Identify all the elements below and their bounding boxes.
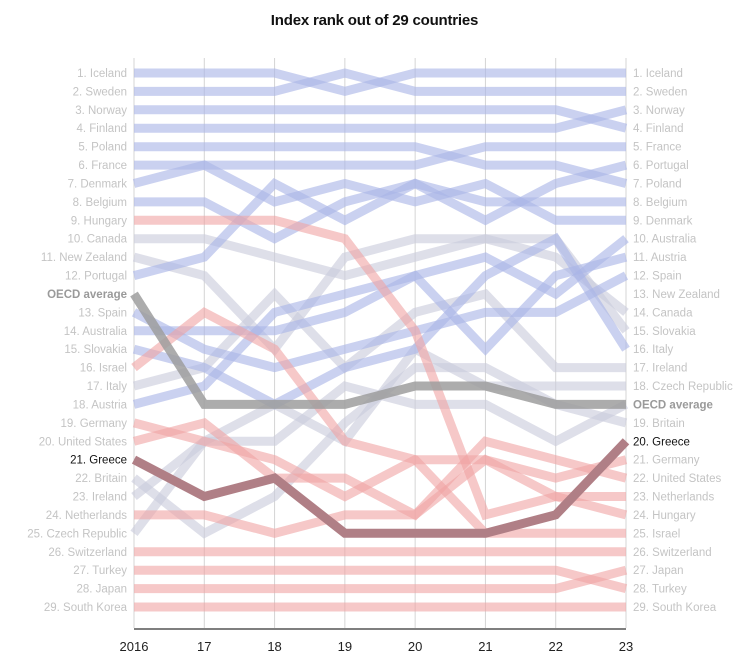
x-axis: 2016 17 18 19 20 21 22 23 [120, 628, 633, 654]
right-label-19-britain: 19. Britain [633, 418, 685, 430]
series-line-united-states[interactable] [132, 417, 628, 521]
left-label-19-germany: 19. Germany [61, 418, 128, 430]
chart-title: Index rank out of 29 countries [270, 12, 479, 29]
left-label-16-israel: 16. Israel [80, 363, 127, 375]
left-label-18-austria: 18. Austria [73, 399, 128, 411]
left-label-28-japan: 28. Japan [76, 584, 127, 596]
series-line-spain[interactable] [131, 271, 629, 373]
right-label-10-australia: 10. Australia [633, 234, 697, 246]
right-label-26-switzerland: 26. Switzerland [633, 547, 712, 559]
right-label-28-turkey: 28. Turkey [633, 584, 687, 596]
left-label-21-greece: 21. Greece [70, 455, 127, 467]
left-label-22-britain: 22. Britain [75, 473, 127, 485]
right-label-13-new-zealand: 13. New Zealand [633, 289, 720, 301]
left-label-13-spain: 13. Spain [78, 307, 127, 319]
series-line-israel[interactable] [131, 307, 626, 538]
left-label-25-czech-republic: 25. Czech Republic [27, 528, 127, 540]
right-label-23-netherlands: 23. Netherlands [633, 492, 714, 504]
left-label-7-denmark: 7. Denmark [68, 178, 128, 190]
left-label-12-portugal: 12. Portugal [65, 271, 127, 283]
right-label-11-austria: 11. Austria [633, 252, 687, 264]
series-line-portugal[interactable] [132, 160, 628, 280]
right-label-8-belgium: 8. Belgium [633, 197, 687, 209]
x-tick-label-22: 22 [548, 639, 562, 654]
right-label-3-norway: 3. Norway [633, 105, 685, 117]
left-label-29-south-korea: 29. South Korea [44, 602, 128, 614]
series-line-germany[interactable] [132, 418, 628, 502]
left-label-17-italy: 17. Italy [87, 381, 128, 393]
right-label-5-france: 5. France [633, 142, 682, 154]
left-label-15-slovakia: 15. Slovakia [64, 344, 127, 356]
series-lines [130, 68, 630, 612]
left-label-11-new-zealand: 11. New Zealand [41, 252, 127, 264]
x-tick-label-19: 19 [338, 639, 352, 654]
left-label-4-finland: 4. Finland [76, 123, 127, 135]
right-label-2-sweden: 2. Sweden [633, 86, 687, 98]
series-line-slovakia[interactable] [132, 232, 630, 410]
right-label-15-slovakia: 15. Slovakia [633, 326, 696, 338]
left-label-10-canada: 10. Canada [68, 234, 128, 246]
series-line-turkey[interactable] [134, 565, 628, 593]
series-line-greece[interactable] [131, 438, 630, 538]
series-line-new-zealand[interactable] [132, 234, 629, 357]
series-line-norway[interactable] [134, 105, 628, 133]
series-line-hungary[interactable] [134, 215, 628, 521]
left-label-14-australia: 14. Australia [64, 326, 128, 338]
left-label-27-turkey: 27. Turkey [73, 565, 127, 577]
series-line-japan[interactable] [134, 565, 628, 594]
series-line-oecd-average[interactable] [130, 291, 626, 409]
series-line-sweden[interactable] [134, 68, 626, 96]
x-tick-label-23: 23 [619, 639, 633, 654]
series-line-france[interactable] [134, 142, 626, 170]
right-label-6-portugal: 6. Portugal [633, 160, 689, 172]
right-label-27-japan: 27. Japan [633, 565, 684, 577]
right-label-12-spain: 12. Spain [633, 271, 682, 283]
left-label-8-belgium: 8. Belgium [73, 197, 127, 209]
x-tick-label-2016: 2016 [120, 639, 149, 654]
series-line-netherlands[interactable] [134, 454, 626, 538]
right-rank-labels: 1. Iceland 2. Sweden 3. Norway 4. Finland 5.… [633, 68, 733, 614]
left-label-9-hungary: 9. Hungary [71, 215, 128, 227]
right-label-oecd-average: OECD average [633, 399, 713, 411]
left-label-23-ireland: 23. Ireland [73, 492, 127, 504]
x-tick-label-18: 18 [267, 639, 281, 654]
left-rank-labels: 1. Iceland 2. Sweden 3. Norway 4. Finland 5.… [27, 68, 127, 614]
right-label-25-israel: 25. Israel [633, 528, 680, 540]
right-label-29-south-korea: 29. South Korea [633, 602, 717, 614]
right-label-4-finland: 4. Finland [633, 123, 684, 135]
x-tick-label-21: 21 [478, 639, 492, 654]
right-label-17-ireland: 17. Ireland [633, 363, 687, 375]
right-label-1-iceland: 1. Iceland [633, 68, 683, 80]
right-label-24-hungary: 24. Hungary [633, 510, 696, 522]
series-line-finland[interactable] [134, 105, 628, 133]
right-label-21-germany: 21. Germany [633, 455, 700, 467]
right-label-14-canada: 14. Canada [633, 307, 693, 319]
right-label-18-czech-republic: 18. Czech Republic [633, 381, 733, 393]
x-tick-label-17: 17 [197, 639, 211, 654]
right-label-16-italy: 16. Italy [633, 344, 674, 356]
left-label-26-switzerland: 26. Switzerland [48, 547, 127, 559]
x-tick-label-20: 20 [408, 639, 422, 654]
left-label-6-france: 6. France [78, 160, 127, 172]
right-label-9-denmark: 9. Denmark [633, 215, 693, 227]
series-line-belgium[interactable] [134, 178, 626, 244]
left-label-24-netherlands: 24. Netherlands [46, 510, 127, 522]
left-label-oecd-average: OECD average [47, 289, 127, 301]
left-label-3-norway: 3. Norway [75, 105, 127, 117]
series-line-poland[interactable] [134, 142, 628, 188]
left-label-1-iceland: 1. Iceland [77, 68, 127, 80]
right-label-22-united-states: 22. United States [633, 473, 721, 485]
left-label-5-poland: 5. Poland [78, 142, 127, 154]
right-label-7-poland: 7. Poland [633, 178, 682, 190]
left-label-20-united-states: 20. United States [39, 436, 127, 448]
right-label-20-greece: 20. Greece [633, 436, 690, 448]
left-label-2-sweden: 2. Sweden [73, 86, 127, 98]
